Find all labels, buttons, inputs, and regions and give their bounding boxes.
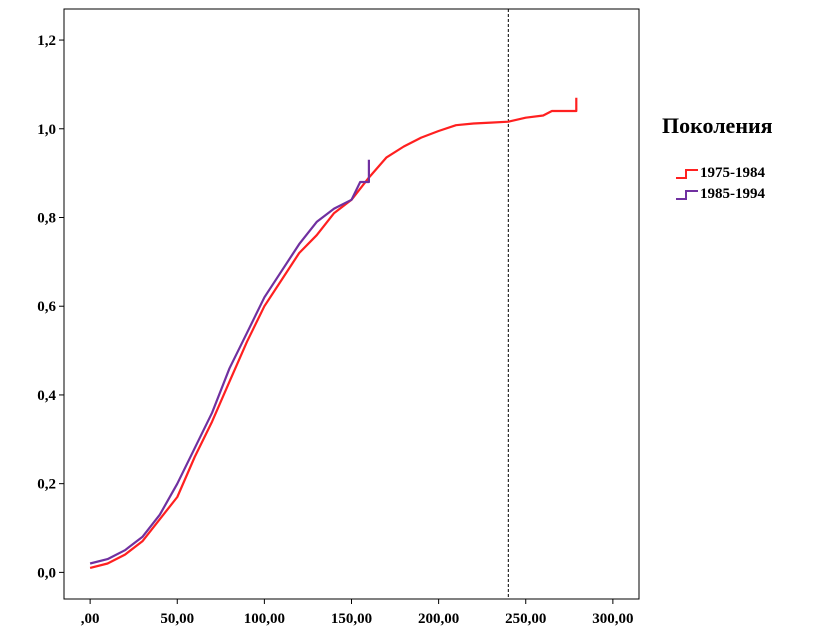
- legend-swatch-1985-1994: [676, 189, 698, 200]
- y-tick-label: 0,0: [37, 565, 56, 581]
- y-tick-label: 0,4: [37, 388, 56, 404]
- legend-title: Поколения: [662, 113, 773, 138]
- series-line-1985-1994: [89, 159, 370, 565]
- x-tick-label: 200,00: [418, 611, 459, 627]
- plot-area: [63, 8, 640, 600]
- x-tick-label: 150,00: [331, 611, 372, 627]
- x-tick-label: ,00: [81, 611, 100, 627]
- legend-item-1975-1984: 1975-1984: [676, 163, 765, 184]
- legend: 1975-1984 1985-1994: [676, 163, 765, 205]
- series-line-1975-1984: [89, 97, 578, 569]
- legend-item-1985-1994: 1985-1994: [676, 184, 765, 205]
- legend-label: 1985-1994: [700, 186, 765, 202]
- legend-label: 1975-1984: [700, 165, 765, 181]
- y-tick-label: 0,6: [37, 299, 56, 315]
- x-tick-label: 300,00: [592, 611, 633, 627]
- legend-swatch-1975-1984: [676, 168, 698, 179]
- y-tick-label: 1,2: [37, 33, 56, 49]
- series-layer: [89, 97, 578, 569]
- x-axis: ,00 50,00 100,00 150,00 200,00 250,00 300,00: [81, 599, 633, 627]
- y-axis: 0,0 0,2 0,4 0,6 0,8 1,0 1,2: [37, 33, 64, 581]
- x-tick-label: 250,00: [505, 611, 546, 627]
- y-tick-label: 0,8: [37, 210, 56, 226]
- x-tick-label: 50,00: [160, 611, 194, 627]
- x-tick-label: 100,00: [244, 611, 285, 627]
- y-tick-label: 1,0: [37, 122, 56, 138]
- y-tick-label: 0,2: [37, 477, 56, 493]
